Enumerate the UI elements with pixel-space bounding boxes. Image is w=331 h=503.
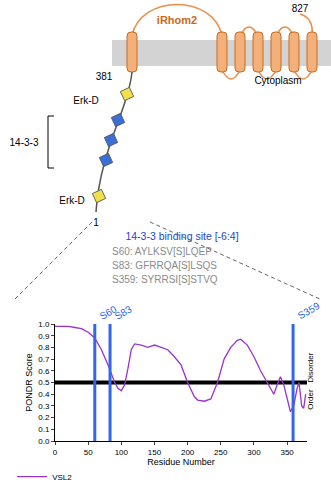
svg-text:Cytoplasm: Cytoplasm xyxy=(254,75,301,86)
svg-text:0.8: 0.8 xyxy=(38,343,50,352)
svg-text:1.0: 1.0 xyxy=(38,320,50,329)
svg-text:200: 200 xyxy=(181,448,195,457)
svg-text:PONDR Score: PONDR Score xyxy=(24,353,34,412)
svg-text:1: 1 xyxy=(93,217,99,228)
svg-text:Erk-D: Erk-D xyxy=(73,95,99,106)
svg-text:0.1: 0.1 xyxy=(38,425,50,434)
svg-text:0.2: 0.2 xyxy=(38,413,50,422)
svg-text:Residue Number: Residue Number xyxy=(147,457,215,467)
svg-text:0.9: 0.9 xyxy=(38,332,50,341)
svg-text:0.3: 0.3 xyxy=(38,402,50,411)
svg-text:0: 0 xyxy=(53,448,58,457)
svg-text:14-3-3 binding site [-6:4]: 14-3-3 binding site [-6:4] xyxy=(125,230,238,242)
svg-text:S359: SYRRSI[S]STVQ: S359: SYRRSI[S]STVQ xyxy=(112,274,218,285)
svg-text:Disorder: Disorder xyxy=(306,352,315,383)
svg-text:381: 381 xyxy=(96,71,113,82)
svg-text:Erk-D: Erk-D xyxy=(59,195,85,206)
svg-text:S83: S83 xyxy=(113,303,134,322)
svg-text:827: 827 xyxy=(292,3,309,14)
svg-text:iRhom2: iRhom2 xyxy=(157,14,197,26)
svg-text:S60: AYLKSV[S]LQEP: S60: AYLKSV[S]LQEP xyxy=(112,246,212,257)
svg-text:0.5: 0.5 xyxy=(38,378,50,387)
svg-text:S83: GFRRQA[S]LSQS: S83: GFRRQA[S]LSQS xyxy=(112,260,217,271)
svg-text:250: 250 xyxy=(214,448,228,457)
svg-text:S60: S60 xyxy=(98,303,119,322)
svg-text:100: 100 xyxy=(115,448,129,457)
svg-text:150: 150 xyxy=(148,448,162,457)
svg-text:50: 50 xyxy=(84,448,93,457)
svg-text:0.7: 0.7 xyxy=(38,355,50,364)
svg-text:0.6: 0.6 xyxy=(38,367,50,376)
svg-text:S359: S359 xyxy=(296,300,322,321)
svg-text:300: 300 xyxy=(247,448,261,457)
svg-text:0.0: 0.0 xyxy=(38,437,50,446)
svg-text:350: 350 xyxy=(280,448,294,457)
svg-text:VSL2: VSL2 xyxy=(52,473,72,482)
svg-text:0.4: 0.4 xyxy=(38,390,50,399)
svg-text:14-3-3: 14-3-3 xyxy=(10,137,39,148)
svg-text:Order: Order xyxy=(306,389,315,410)
